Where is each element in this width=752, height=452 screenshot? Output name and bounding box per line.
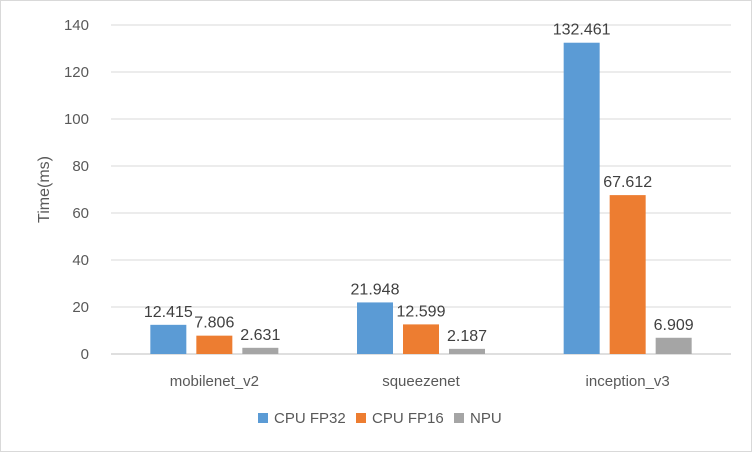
legend-swatch <box>356 413 366 423</box>
x-tick-label: mobilenet_v2 <box>170 373 259 390</box>
data-label: 12.415 <box>144 304 193 321</box>
bars <box>150 42 692 355</box>
y-tick-label: 0 <box>81 346 89 363</box>
y-tick-label: 120 <box>64 64 89 81</box>
y-tick-label: 140 <box>64 17 89 34</box>
bar-squeezenet-npu <box>449 348 485 354</box>
legend: CPU FP32 CPU FP16 NPU <box>258 410 502 427</box>
data-label: 132.461 <box>553 22 611 39</box>
bar-mobilenet_v2-cpu-fp16 <box>196 335 233 354</box>
data-label: 2.187 <box>447 328 487 345</box>
legend-label: CPU FP32 <box>274 410 346 427</box>
y-tick-label: 100 <box>64 111 89 128</box>
y-tick-label: 60 <box>72 205 89 222</box>
legend-swatch <box>258 413 268 423</box>
data-label: 67.612 <box>603 174 652 191</box>
y-tick-label: 20 <box>72 299 89 316</box>
data-label: 7.806 <box>194 315 234 332</box>
y-axis-title: Time(ms) <box>36 156 53 223</box>
bar-inception_v3-cpu-fp16 <box>609 195 646 354</box>
bar-squeezenet-cpu-fp16 <box>403 324 439 354</box>
bar-inception_v3-cpu-fp32 <box>563 42 600 355</box>
data-label: 12.599 <box>397 303 446 320</box>
bar-mobilenet_v2-npu <box>242 347 279 354</box>
data-label: 21.948 <box>351 281 400 298</box>
bar-squeezenet-cpu-fp32 <box>357 302 393 354</box>
x-tick-label: squeezenet <box>382 373 460 390</box>
data-label: 6.909 <box>654 317 694 334</box>
y-tick-label: 80 <box>72 158 89 175</box>
legend-label: NPU <box>470 410 502 427</box>
legend-swatch <box>454 413 464 423</box>
x-axis: mobilenet_v2 squeezenet inception_v3 <box>170 373 670 390</box>
bar-inception_v3-npu <box>655 337 692 354</box>
y-axis: 0 20 40 60 80 100 120 140 <box>64 17 89 363</box>
gridlines <box>111 24 731 355</box>
x-tick-label: inception_v3 <box>586 373 670 390</box>
y-tick-label: 40 <box>72 252 89 269</box>
bar-mobilenet_v2-cpu-fp32 <box>150 324 187 354</box>
legend-label: CPU FP16 <box>372 410 444 427</box>
data-label: 2.631 <box>240 327 280 344</box>
